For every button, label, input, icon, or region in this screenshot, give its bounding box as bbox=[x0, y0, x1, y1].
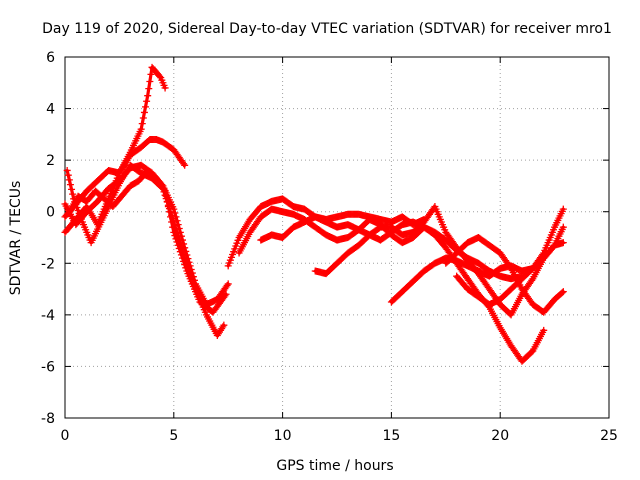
y-tick-label: 0 bbox=[46, 205, 55, 221]
data-point bbox=[528, 276, 536, 284]
data-point bbox=[65, 176, 73, 184]
data-point bbox=[170, 228, 178, 236]
x-axis-label: GPS time / hours bbox=[276, 458, 393, 474]
series-trace-12 bbox=[453, 205, 567, 309]
data-point bbox=[174, 221, 182, 229]
data-point bbox=[180, 240, 188, 248]
data-point bbox=[171, 209, 179, 217]
data-point bbox=[176, 228, 184, 236]
data-point bbox=[168, 218, 176, 226]
data-point bbox=[220, 321, 228, 329]
data-point bbox=[181, 161, 189, 169]
data-point bbox=[558, 289, 566, 297]
x-tick-label: 20 bbox=[491, 428, 509, 444]
data-point bbox=[173, 217, 181, 225]
data-point bbox=[173, 238, 181, 246]
x-tick-label: 10 bbox=[274, 428, 292, 444]
data-point bbox=[63, 166, 71, 174]
y-axis-label: SDTVAR / TECUs bbox=[8, 181, 24, 296]
data-point bbox=[180, 257, 188, 265]
data-point bbox=[145, 85, 153, 93]
x-tick-label: 15 bbox=[382, 428, 400, 444]
data-point bbox=[172, 235, 180, 243]
data-point bbox=[146, 77, 154, 85]
data-point bbox=[177, 251, 185, 259]
data-point bbox=[171, 232, 179, 240]
data-point bbox=[182, 264, 190, 272]
data-point bbox=[161, 187, 169, 195]
data-point bbox=[222, 290, 230, 298]
y-tick-label: 4 bbox=[46, 102, 55, 118]
data-point bbox=[179, 254, 187, 262]
series-trace-5 bbox=[65, 166, 230, 316]
series-group bbox=[61, 63, 567, 365]
series-line bbox=[65, 163, 226, 338]
y-tick-label: -4 bbox=[41, 308, 55, 324]
data-point bbox=[162, 192, 170, 200]
data-point bbox=[147, 70, 155, 78]
data-point bbox=[179, 236, 187, 244]
data-point bbox=[143, 97, 151, 105]
y-tick-label: -8 bbox=[41, 411, 55, 427]
data-point bbox=[69, 190, 77, 198]
data-point bbox=[64, 171, 72, 179]
data-point bbox=[174, 241, 182, 249]
data-point bbox=[140, 108, 148, 116]
y-tick-label: 6 bbox=[46, 50, 55, 66]
data-point bbox=[540, 326, 548, 334]
data-point bbox=[175, 224, 183, 232]
plot-area bbox=[64, 56, 610, 419]
data-point bbox=[137, 125, 145, 133]
y-tick-label: -6 bbox=[41, 359, 55, 375]
data-point bbox=[539, 251, 547, 259]
data-point bbox=[559, 223, 567, 231]
data-point bbox=[221, 292, 229, 300]
y-tick-label: 2 bbox=[46, 153, 55, 169]
data-point bbox=[144, 92, 152, 100]
data-point bbox=[186, 262, 194, 270]
data-point bbox=[185, 258, 193, 266]
data-point bbox=[138, 120, 146, 128]
data-point bbox=[187, 265, 195, 273]
x-tick-label: 0 bbox=[61, 428, 70, 444]
data-point bbox=[160, 185, 168, 193]
data-point bbox=[165, 208, 173, 216]
data-point bbox=[223, 281, 231, 289]
data-point bbox=[559, 205, 567, 213]
data-point bbox=[559, 239, 567, 247]
data-point bbox=[180, 160, 188, 168]
data-point bbox=[167, 213, 175, 221]
x-tick-label: 25 bbox=[600, 428, 618, 444]
data-point bbox=[559, 288, 567, 296]
data-point bbox=[176, 248, 184, 256]
data-point bbox=[163, 197, 171, 205]
data-point bbox=[139, 114, 147, 122]
axis-ticks: 0 5 10 15 20 25 -8 -6 -4 -2 0 2 4 6 bbox=[41, 50, 618, 444]
data-point bbox=[175, 244, 183, 252]
data-point bbox=[156, 72, 164, 80]
data-point bbox=[181, 261, 189, 269]
y-tick-label: -2 bbox=[41, 256, 55, 272]
chart-title: Day 119 of 2020, Sidereal Day-to-day VTE… bbox=[42, 21, 612, 37]
series-trace-11 bbox=[442, 234, 567, 316]
data-point bbox=[169, 223, 177, 231]
x-tick-label: 5 bbox=[169, 428, 178, 444]
data-point bbox=[161, 84, 169, 92]
data-point bbox=[506, 263, 514, 271]
data-point bbox=[224, 280, 232, 288]
data-point bbox=[170, 205, 178, 213]
data-point bbox=[66, 181, 74, 189]
data-point bbox=[142, 103, 150, 111]
data-point bbox=[68, 185, 76, 193]
data-point bbox=[177, 232, 185, 240]
data-point bbox=[164, 203, 172, 211]
